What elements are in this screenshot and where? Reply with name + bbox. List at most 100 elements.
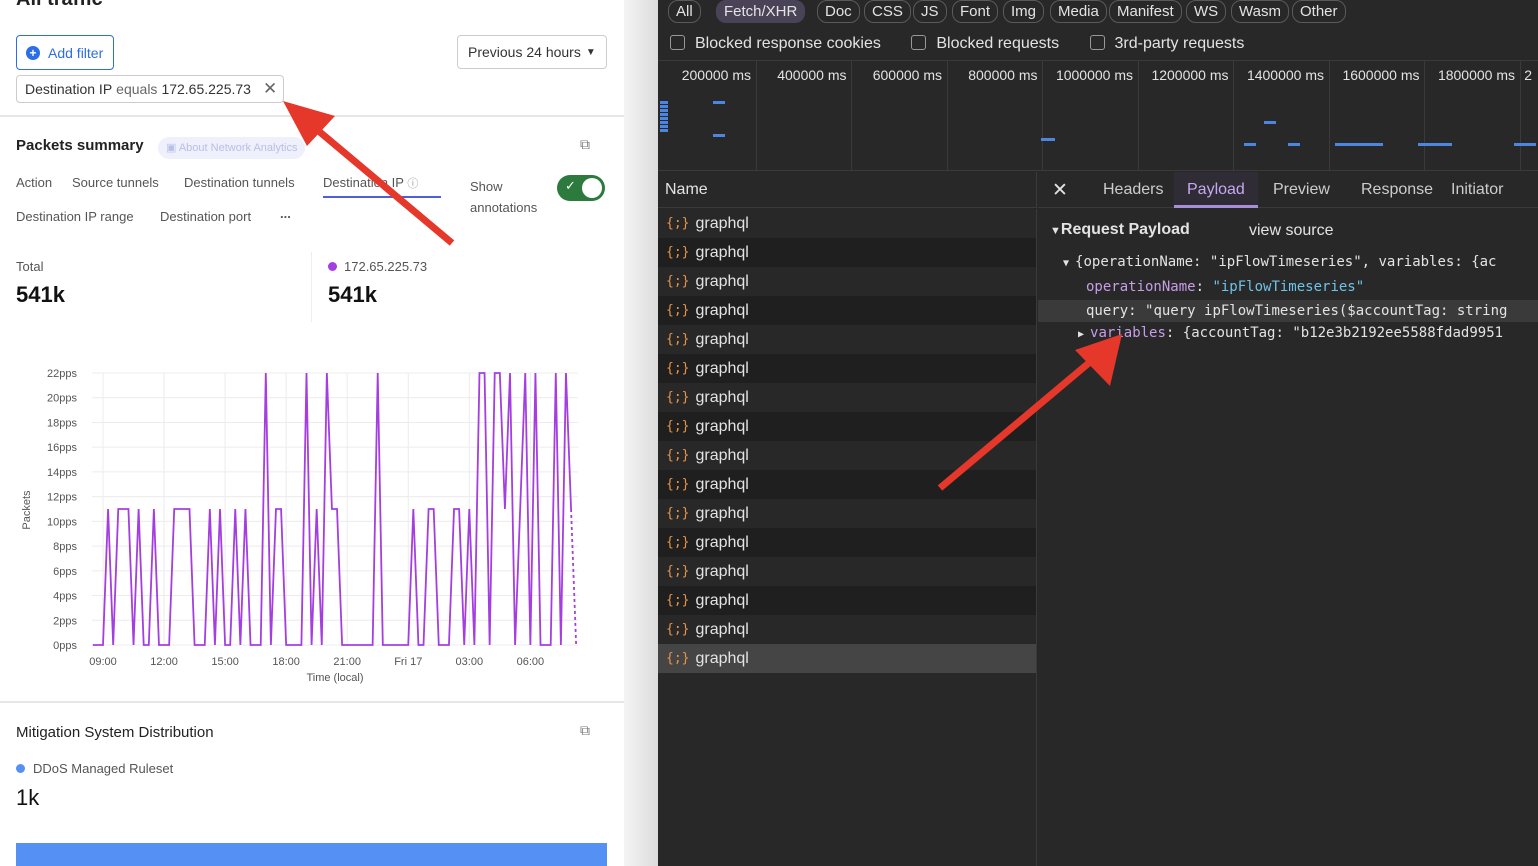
- filter-css[interactable]: CSS: [864, 0, 911, 23]
- time-range-value: Previous 24 hours: [468, 44, 581, 60]
- request-row[interactable]: {;} graphql: [658, 296, 1036, 325]
- timeline-request-bar: [660, 105, 668, 108]
- request-name: graphql: [695, 446, 749, 464]
- y-tick-label: 8pps: [53, 541, 77, 553]
- request-row[interactable]: {;} graphql: [658, 354, 1036, 383]
- packets-chart: 0pps 2pps 4pps 6pps 8pps 10pps 12pps 14pps 16pps…: [21, 368, 578, 684]
- filter-font[interactable]: Font: [952, 0, 999, 23]
- tab-initiator[interactable]: Initiator: [1451, 181, 1504, 198]
- tab-preview[interactable]: Preview: [1273, 181, 1330, 198]
- time-range-select[interactable]: Previous 24 hours ▼: [457, 35, 607, 69]
- expand-icon[interactable]: ⧉: [580, 136, 590, 152]
- request-row[interactable]: {;} graphql: [658, 209, 1036, 238]
- ip-legend: 172.65.225.73: [328, 259, 427, 274]
- json-icon: {;}: [666, 622, 690, 637]
- tab-headers[interactable]: Headers: [1103, 181, 1164, 198]
- value: "ipFlowTimeseries": [1212, 279, 1365, 295]
- filter-img[interactable]: Img: [1003, 0, 1045, 23]
- timeline-request-bar: [1288, 143, 1300, 146]
- name-column-header[interactable]: Name: [658, 172, 1037, 208]
- request-row[interactable]: {;} graphql: [658, 441, 1036, 470]
- request-name: graphql: [695, 388, 749, 406]
- timeline-request-bar: [1418, 143, 1452, 146]
- timeline-request-bar: [1514, 143, 1536, 146]
- filter-chip[interactable]: Destination IP equals 172.65.225.73 ✕: [16, 75, 284, 103]
- third-party-checkbox[interactable]: 3rd-party requests: [1089, 35, 1244, 52]
- tab-destination-ip[interactable]: Destination IP ⓘ: [323, 175, 441, 198]
- tab-destination-tunnels[interactable]: Destination tunnels: [184, 175, 295, 190]
- tab-payload[interactable]: Payload: [1174, 172, 1258, 208]
- request-row[interactable]: {;} graphql: [658, 325, 1036, 354]
- expand-icon[interactable]: ⧉: [580, 722, 590, 738]
- request-row[interactable]: {;} graphql: [658, 470, 1036, 499]
- ip-label: 172.65.225.73: [344, 259, 428, 274]
- request-payload-heading[interactable]: ▼Request Payload: [1050, 221, 1190, 239]
- expand-triangle-icon: ▼: [1063, 258, 1076, 269]
- mitigation-bar: [16, 843, 607, 866]
- network-timeline[interactable]: 200000 ms 400000 ms 600000 ms 800000 ms 1000…: [658, 60, 1538, 171]
- json-icon: {;}: [666, 274, 690, 289]
- timeline-request-bar: [660, 113, 668, 116]
- more-tabs-button[interactable]: ...: [280, 206, 291, 221]
- blocked-requests-checkbox[interactable]: Blocked requests: [911, 35, 1059, 52]
- show-annotations-toggle[interactable]: ✓: [557, 175, 605, 201]
- filter-media[interactable]: Media: [1050, 0, 1107, 23]
- timeline-request-bar: [1335, 143, 1383, 146]
- request-row[interactable]: {;} graphql: [658, 238, 1036, 267]
- payload-query[interactable]: query: "query ipFlowTimeseries($accountT…: [1038, 300, 1538, 322]
- tab-response[interactable]: Response: [1361, 181, 1434, 198]
- request-name: graphql: [695, 330, 749, 348]
- filter-ws[interactable]: WS: [1186, 0, 1227, 23]
- timeline-request-bar: [660, 129, 668, 132]
- request-name: graphql: [695, 591, 749, 609]
- filter-other[interactable]: Other: [1292, 0, 1346, 23]
- tab-source-tunnels[interactable]: Source tunnels: [72, 175, 159, 190]
- payload-summary[interactable]: ▼ {operationName: "ipFlowTimeseries", va…: [1063, 254, 1496, 270]
- y-tick-label: 22pps: [47, 368, 77, 380]
- filter-fetch-xhr[interactable]: Fetch/XHR: [716, 0, 806, 23]
- legend-dot: [328, 262, 337, 271]
- request-row[interactable]: {;} graphql: [658, 412, 1036, 441]
- request-row[interactable]: {;} graphql: [658, 383, 1036, 412]
- info-icon: ⓘ: [407, 178, 419, 190]
- filter-all[interactable]: All: [668, 0, 701, 23]
- request-name: graphql: [695, 359, 749, 377]
- request-row[interactable]: {;} graphql: [658, 267, 1036, 296]
- request-row[interactable]: {;} graphql: [658, 615, 1036, 644]
- json-icon: {;}: [666, 332, 690, 347]
- add-filter-button[interactable]: + Add filter: [16, 35, 114, 70]
- view-source-link[interactable]: view source: [1249, 222, 1334, 239]
- json-icon: {;}: [666, 419, 690, 434]
- about-network-analytics-link[interactable]: ▣ About Network Analytics: [158, 137, 306, 159]
- close-icon[interactable]: ✕: [262, 79, 278, 98]
- legend-label: DDoS Managed Ruleset: [33, 761, 174, 776]
- request-row[interactable]: {;} graphql: [658, 644, 1036, 673]
- close-icon[interactable]: ✕: [1052, 180, 1068, 201]
- timeline-request-bar: [1041, 138, 1055, 141]
- filter-js[interactable]: JS: [913, 0, 947, 23]
- timeline-request-bar: [660, 121, 668, 124]
- mitigation-title: Mitigation System Distribution: [16, 724, 214, 741]
- x-tick-label: 09:00: [89, 656, 117, 668]
- x-tick-label: 15:00: [211, 656, 239, 668]
- tab-destination-port[interactable]: Destination port: [160, 209, 252, 224]
- request-row[interactable]: {;} graphql: [658, 586, 1036, 615]
- request-name: graphql: [695, 533, 749, 551]
- blocked-cookies-checkbox[interactable]: Blocked response cookies: [670, 35, 881, 52]
- checkbox-label: Blocked response cookies: [695, 35, 881, 52]
- request-row[interactable]: {;} graphql: [658, 557, 1036, 586]
- x-tick-label: Fri 17: [394, 656, 422, 668]
- json-icon: {;}: [666, 506, 690, 521]
- tab-destination-ip-range[interactable]: Destination IP range: [16, 209, 134, 224]
- tab-action[interactable]: Action: [16, 175, 53, 190]
- request-row[interactable]: {;} graphql: [658, 528, 1036, 557]
- request-row[interactable]: {;} graphql: [658, 499, 1036, 528]
- timeline-request-bar: [660, 125, 668, 128]
- filter-manifest[interactable]: Manifest: [1109, 0, 1182, 23]
- divider: [0, 115, 624, 117]
- payload-variables[interactable]: ▶ variables: {accountTag: "b12e3b2192ee5…: [1078, 325, 1504, 341]
- filter-wasm[interactable]: Wasm: [1231, 0, 1289, 23]
- y-tick-label: 10pps: [47, 516, 77, 528]
- filter-doc[interactable]: Doc: [817, 0, 860, 23]
- request-name: graphql: [695, 417, 749, 435]
